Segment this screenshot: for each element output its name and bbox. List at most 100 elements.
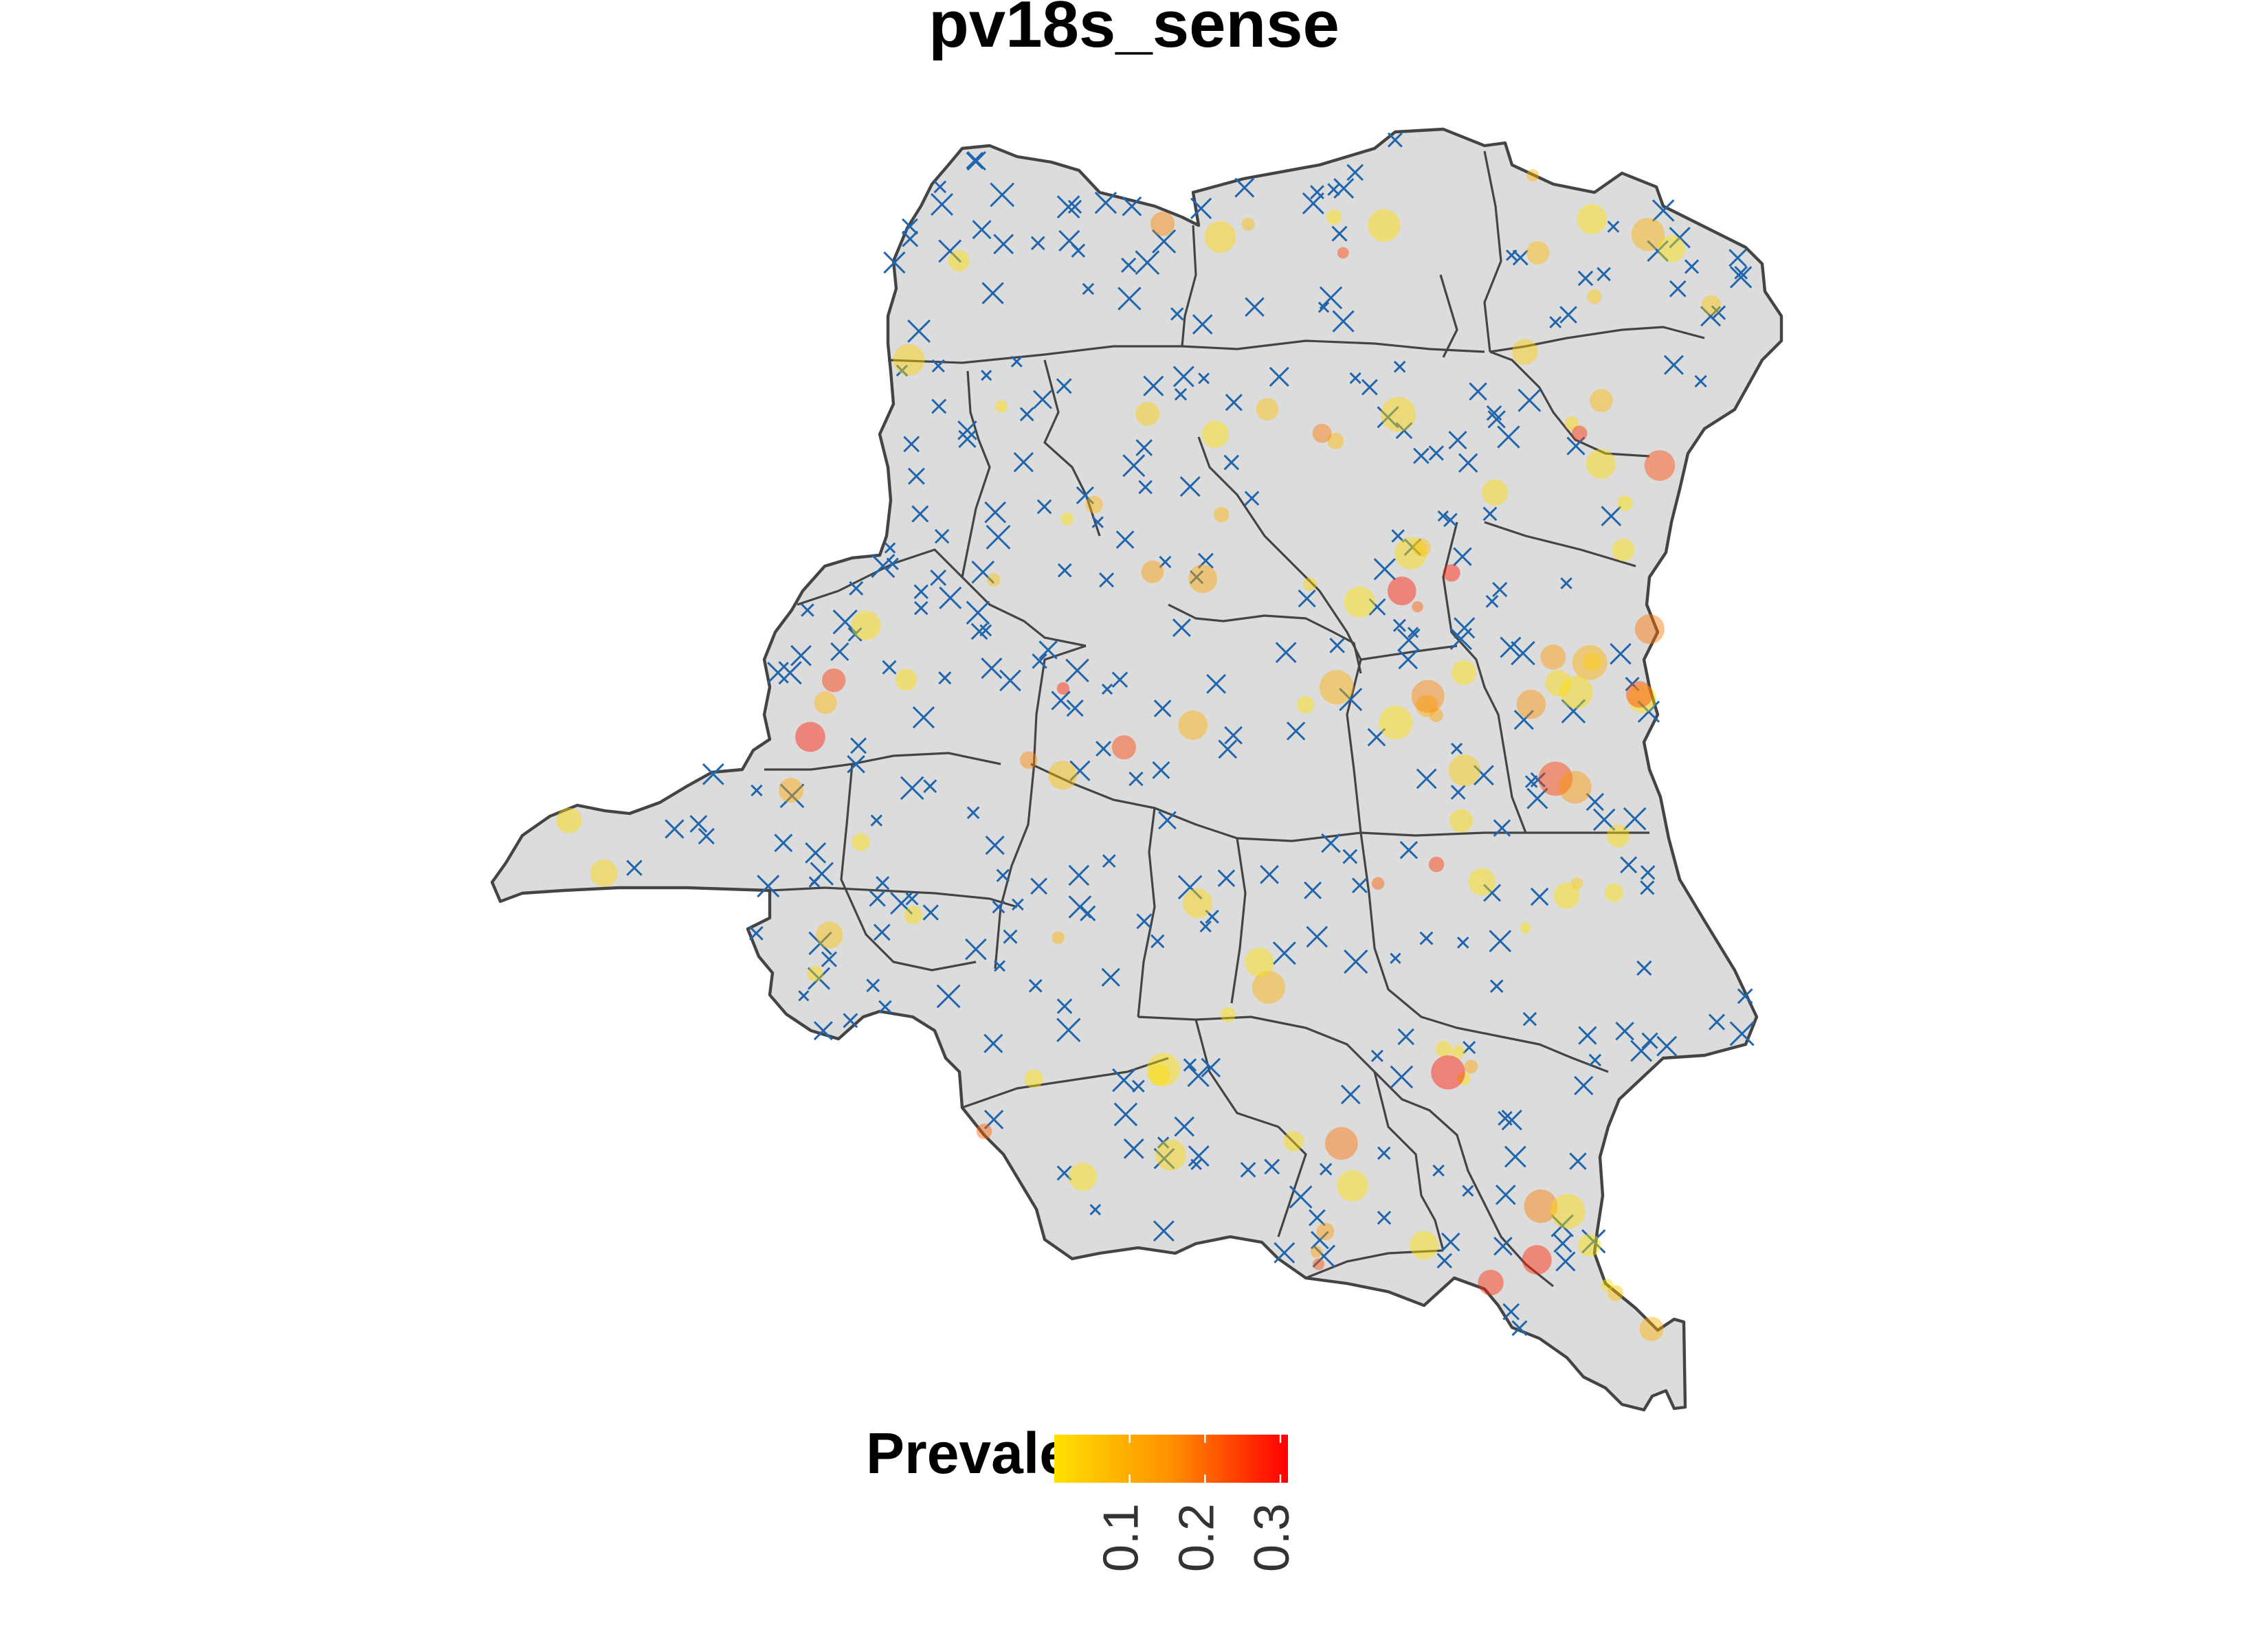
absence-marker	[1234, 177, 1255, 198]
absence-marker	[1469, 382, 1487, 401]
absence-marker	[1441, 1232, 1460, 1252]
absence-marker	[1240, 1162, 1256, 1178]
absence-marker	[1473, 765, 1494, 786]
absence-marker	[1032, 653, 1047, 669]
prevalence-marker	[1601, 1279, 1614, 1292]
absence-marker	[912, 706, 935, 729]
absence-marker	[850, 737, 867, 754]
absence-marker	[1387, 132, 1403, 148]
absence-marker	[1121, 257, 1137, 273]
prevalence-marker	[1451, 660, 1477, 686]
absence-marker	[1224, 726, 1243, 745]
absence-marker	[698, 827, 715, 845]
prevalence-marker	[1571, 425, 1588, 441]
absence-marker	[1298, 590, 1316, 608]
prevalence-marker	[895, 669, 918, 691]
absence-marker	[1708, 1013, 1726, 1031]
absence-marker	[1517, 388, 1542, 412]
absence-marker	[1437, 510, 1449, 522]
prevalence-marker	[1431, 1055, 1465, 1090]
absence-marker	[830, 642, 849, 662]
absence-marker	[1734, 266, 1748, 280]
absence-marker	[1198, 372, 1210, 385]
prevalence-marker	[1068, 1163, 1098, 1191]
prevalence-marker	[1538, 761, 1573, 796]
prevalence-marker	[1312, 1258, 1325, 1270]
absence-marker	[813, 1021, 833, 1041]
prevalence-marker	[1412, 538, 1431, 557]
absence-marker	[878, 1000, 892, 1014]
absence-marker	[1080, 905, 1096, 921]
absence-marker	[1318, 301, 1330, 313]
prevalence-marker	[852, 833, 870, 851]
absence-marker	[1057, 563, 1072, 578]
prevalence-marker	[1182, 888, 1213, 919]
prevalence-marker	[1056, 682, 1069, 695]
absence-marker	[938, 671, 952, 685]
prevalence-marker	[1241, 217, 1255, 231]
absence-marker	[882, 660, 897, 675]
absence-marker	[1170, 307, 1184, 321]
prevalence-marker	[1553, 882, 1580, 909]
absence-marker	[1056, 998, 1073, 1014]
absence-marker	[1111, 671, 1129, 688]
prevalence-marker	[1586, 449, 1616, 480]
prevalence-marker	[1701, 295, 1722, 315]
absence-marker	[1091, 516, 1104, 528]
absence-marker	[1700, 306, 1722, 327]
absence-marker	[1013, 451, 1034, 473]
absence-marker	[1610, 642, 1632, 665]
absence-marker	[1225, 394, 1243, 412]
prevalence-marker	[1150, 212, 1175, 236]
prevalence-marker	[994, 400, 1008, 413]
absence-marker	[981, 658, 1003, 680]
prevalence-marker	[987, 573, 1001, 587]
absence-marker	[1569, 1152, 1587, 1170]
absence-marker	[999, 669, 1021, 692]
absence-marker	[1190, 1158, 1202, 1171]
absence-marker	[985, 835, 1005, 855]
absence-marker	[1076, 486, 1094, 504]
prevalence-marker	[1085, 495, 1103, 514]
absence-marker	[1550, 1214, 1574, 1237]
absence-marker	[1172, 618, 1191, 638]
absence-marker	[1636, 960, 1652, 976]
prevalence-marker	[1048, 761, 1078, 790]
absence-marker	[1056, 195, 1080, 219]
absence-marker	[1588, 1053, 1602, 1067]
absence-marker	[1711, 305, 1726, 320]
absence-marker	[1458, 453, 1478, 473]
absence-marker	[626, 860, 643, 876]
province-borders	[764, 150, 1705, 1288]
absence-marker	[966, 806, 980, 820]
absence-marker	[971, 560, 995, 584]
absence-marker	[1669, 227, 1691, 249]
prevalence-marker	[1302, 577, 1317, 592]
prevalence-marker	[1443, 564, 1460, 582]
prevalence-marker	[1634, 614, 1665, 644]
absence-marker	[1694, 374, 1707, 388]
absence-marker	[1089, 1204, 1102, 1215]
absence-marker	[1524, 775, 1538, 788]
absence-marker	[1512, 249, 1528, 266]
absence-marker	[981, 370, 992, 381]
absence-marker	[1269, 366, 1289, 387]
absence-marker	[1390, 952, 1401, 964]
prevalence-marker	[1148, 1064, 1170, 1086]
absence-marker	[1656, 1035, 1678, 1057]
prevalence-marker	[1520, 922, 1531, 934]
absence-marker	[1065, 658, 1089, 683]
absence-marker	[1489, 979, 1504, 994]
prevalence-marker	[1564, 416, 1579, 431]
absence-marker	[900, 776, 924, 800]
prevalence-marker	[1245, 947, 1274, 977]
prevalence-marker	[1141, 560, 1164, 583]
absence-marker	[1549, 316, 1562, 328]
prevalence-marker	[1449, 809, 1474, 833]
absence-marker	[1729, 1021, 1755, 1046]
absence-marker	[1497, 425, 1520, 449]
absence-marker	[983, 1110, 1004, 1130]
absence-marker	[1729, 266, 1753, 289]
legend: Prevalence 0.1 0.2 0.3	[866, 1421, 1300, 1572]
absence-marker	[1342, 849, 1358, 864]
